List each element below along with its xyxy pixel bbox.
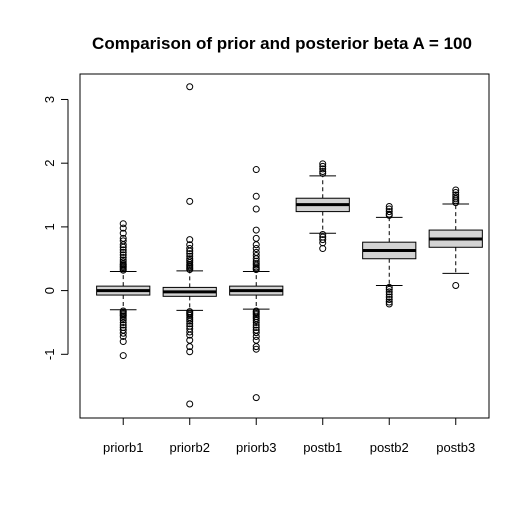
outlier-point bbox=[186, 317, 194, 325]
outlier-point bbox=[385, 296, 393, 304]
outlier-point bbox=[186, 348, 194, 356]
plot-frame bbox=[79, 73, 490, 419]
outlier-point bbox=[119, 318, 127, 326]
outlier-point bbox=[385, 288, 393, 296]
outlier-point bbox=[252, 192, 260, 200]
outlier-point bbox=[252, 343, 260, 351]
y-tick-label: 3 bbox=[42, 96, 57, 103]
outlier-point bbox=[385, 290, 393, 298]
outlier-point bbox=[385, 298, 393, 306]
y-tick-label: 1 bbox=[42, 223, 57, 230]
y-tick-label: 0 bbox=[42, 287, 57, 294]
outlier-point bbox=[119, 248, 127, 256]
box-postb1 bbox=[295, 160, 350, 253]
outlier-point bbox=[319, 167, 327, 175]
outlier-point bbox=[186, 400, 194, 408]
outlier-point bbox=[186, 236, 194, 244]
outlier-point bbox=[186, 331, 194, 339]
outlier-point bbox=[119, 338, 127, 346]
box-priorb3 bbox=[229, 166, 284, 402]
outlier-point bbox=[452, 186, 460, 194]
outlier-point bbox=[385, 293, 393, 301]
x-tick-label: postb3 bbox=[436, 440, 475, 455]
outlier-point bbox=[252, 394, 260, 402]
y-axis: -1 0 1 2 3 bbox=[42, 96, 69, 361]
outlier-point bbox=[119, 229, 127, 237]
y-tick-label: -1 bbox=[42, 349, 57, 361]
outlier-point bbox=[252, 332, 260, 340]
outlier-point bbox=[319, 169, 327, 177]
outlier-point bbox=[319, 245, 327, 253]
outlier-point bbox=[252, 318, 260, 326]
outlier-point bbox=[385, 283, 393, 291]
box-postb2 bbox=[362, 203, 417, 308]
x-tick-label: postb1 bbox=[303, 440, 342, 455]
outlier-point bbox=[252, 336, 260, 344]
outlier-point bbox=[186, 343, 194, 351]
outlier-point bbox=[319, 162, 327, 170]
box-group bbox=[96, 83, 483, 408]
outlier-point bbox=[252, 245, 260, 253]
outlier-point bbox=[252, 329, 260, 337]
outlier-point bbox=[385, 203, 393, 211]
x-tick-label: priorb2 bbox=[169, 440, 209, 455]
outlier-point bbox=[452, 281, 460, 289]
outlier-point bbox=[252, 317, 260, 325]
outlier-point bbox=[119, 314, 127, 322]
box-priorb2 bbox=[162, 83, 217, 408]
outlier-point bbox=[119, 332, 127, 340]
outlier-point bbox=[119, 243, 127, 251]
outlier-point bbox=[385, 211, 393, 219]
outlier-point bbox=[186, 328, 194, 336]
outlier-point bbox=[385, 285, 393, 293]
outlier-point bbox=[252, 205, 260, 213]
outlier-point bbox=[252, 266, 260, 274]
outlier-point bbox=[252, 226, 260, 234]
outlier-point bbox=[252, 166, 260, 174]
outlier-point bbox=[186, 247, 194, 255]
outlier-point bbox=[186, 197, 194, 205]
outlier-point bbox=[319, 236, 327, 244]
box-priorb1 bbox=[96, 220, 151, 360]
outlier-point bbox=[252, 345, 260, 353]
outlier-point bbox=[186, 266, 194, 274]
chart-title: Comparison of prior and posterior beta A… bbox=[92, 34, 472, 53]
outlier-point bbox=[119, 241, 127, 249]
outlier-point bbox=[319, 165, 327, 173]
outlier-point bbox=[186, 320, 194, 328]
outlier-point bbox=[119, 329, 127, 337]
outlier-point bbox=[119, 266, 127, 274]
outlier-point bbox=[186, 245, 194, 253]
outlier-point bbox=[252, 324, 260, 332]
outlier-point bbox=[119, 246, 127, 254]
outlier-point bbox=[319, 160, 327, 168]
x-tick-label: priorb3 bbox=[236, 440, 276, 455]
outlier-point bbox=[119, 321, 127, 329]
outlier-point bbox=[252, 241, 260, 249]
x-tick-label: priorb1 bbox=[103, 440, 143, 455]
outlier-point bbox=[385, 300, 393, 308]
outlier-point bbox=[319, 231, 327, 239]
outlier-point bbox=[452, 197, 460, 205]
outlier-point bbox=[252, 321, 260, 329]
outlier-point bbox=[452, 199, 460, 207]
outlier-point bbox=[119, 251, 127, 259]
outlier-point bbox=[119, 316, 127, 324]
outlier-point bbox=[252, 234, 260, 242]
x-tick-label: postb2 bbox=[370, 440, 409, 455]
outlier-point bbox=[186, 83, 194, 91]
outlier-point bbox=[119, 352, 127, 360]
box-postb3 bbox=[428, 186, 483, 289]
outlier-point bbox=[385, 208, 393, 216]
outlier-point bbox=[186, 315, 194, 323]
x-axis: priorb1 priorb2 priorb3 postb1 postb2 postb3 bbox=[103, 417, 475, 455]
outlier-point bbox=[186, 250, 194, 258]
y-tick-label: 2 bbox=[42, 160, 57, 167]
outlier-point bbox=[119, 224, 127, 232]
outlier-point bbox=[452, 195, 460, 203]
outlier-point bbox=[252, 261, 260, 269]
outlier-point bbox=[119, 220, 127, 228]
